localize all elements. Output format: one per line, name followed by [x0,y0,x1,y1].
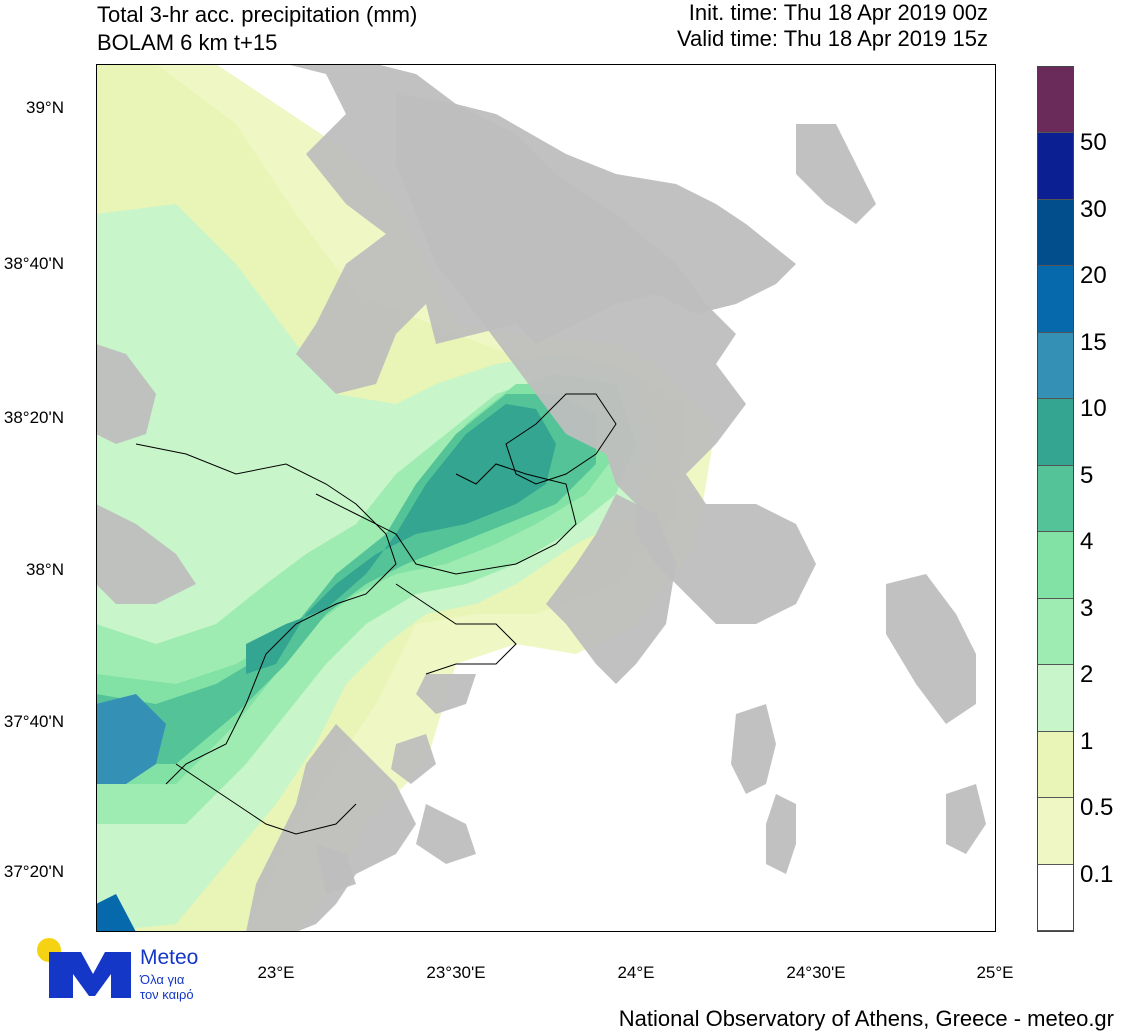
colorbar-cell [1038,465,1073,533]
land-masses [96,64,986,932]
colorbar-cell [1038,731,1073,799]
colorbar-label: 0.1 [1080,861,1114,888]
lon-label: 23°E [257,963,295,982]
colorbar-cell [1038,67,1073,134]
valid-time: Valid time: Thu 18 Apr 2019 15z [676,26,988,51]
init-time: Init. time: Thu 18 Apr 2019 00z [688,0,988,25]
lon-label: 23°30'E [426,963,486,982]
lat-label: 38°N [26,560,64,579]
logo-tagline-1: Όλα για [140,972,185,987]
lat-label: 37°40'N [3,712,64,731]
colorbar-label: 50 [1080,129,1107,156]
lon-label: 24°30'E [786,963,846,982]
colorbar [1037,66,1074,932]
lat-label: 37°20'N [3,862,64,881]
lon-label: 25°E [976,963,1014,982]
colorbar-label: 1 [1080,728,1094,755]
colorbar-cell [1038,532,1073,599]
colorbar-cell [1038,266,1073,333]
colorbar-cell [1038,665,1073,732]
map-border [96,64,996,932]
colorbar-label: 10 [1080,395,1107,422]
precip-shading [96,64,716,932]
colorbar-label: 5 [1080,462,1094,489]
colorbar-label: 30 [1080,196,1107,223]
colorbar-label: 20 [1080,262,1107,289]
colorbar-label: 4 [1080,528,1094,555]
m-logo-icon [49,952,131,998]
colorbar-label: 0.5 [1080,794,1114,821]
lat-label: 38°40'N [3,254,64,273]
footer-credit: National Observatory of Athens, Greece -… [618,1006,1114,1031]
chart-title: Total 3-hr acc. precipitation (mm) [97,2,418,27]
colorbar-cell [1038,864,1073,931]
colorbar-label: 15 [1080,329,1107,356]
lat-label: 38°20'N [3,408,64,427]
colorbar-cell [1038,598,1073,666]
colorbar-cell [1038,133,1073,200]
meteo-logo [37,938,131,998]
colorbar-cell [1038,798,1073,865]
lon-label: 24°E [617,963,655,982]
admin-boundaries [135,393,617,835]
logo-tagline-2: τον καιρό [140,987,194,1002]
model-subtitle: BOLAM 6 km t+15 [97,30,278,55]
precipitation-map [96,64,996,932]
lat-label: 39°N [26,98,64,117]
logo-name: Meteo [140,946,199,969]
colorbar-label: 3 [1080,595,1094,622]
colorbar-cell [1038,332,1073,400]
colorbar-cell [1038,199,1073,267]
colorbar-label: 2 [1080,661,1094,688]
colorbar-cell [1038,399,1073,466]
